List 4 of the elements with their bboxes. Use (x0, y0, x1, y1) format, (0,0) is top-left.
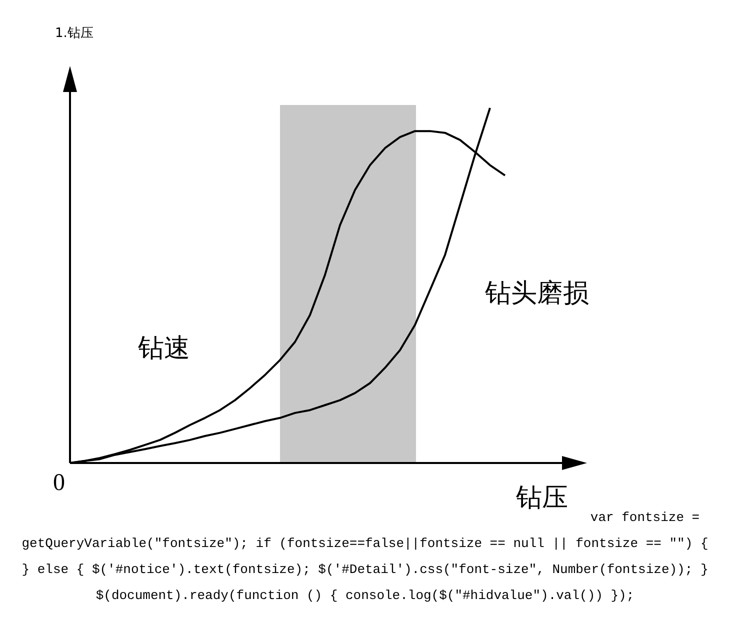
text: 钻速 (137, 334, 190, 364)
series-label: 钻头磨损 (484, 278, 589, 309)
chart-title: 1.钻压 (55, 25, 94, 42)
text: 0 (53, 470, 65, 497)
